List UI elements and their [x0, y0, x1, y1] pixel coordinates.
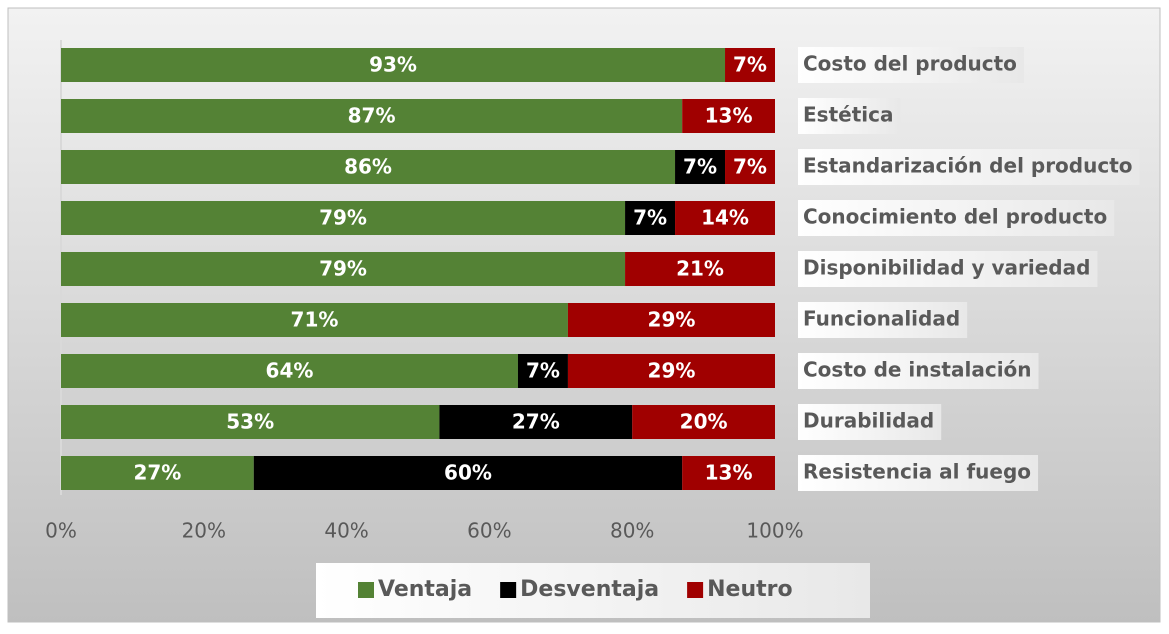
x-tick-label: 20%	[182, 519, 226, 543]
bar-segment	[517, 354, 568, 388]
bar-segment	[253, 456, 683, 490]
bar-segment	[61, 150, 676, 184]
legend-label: Neutro	[707, 577, 792, 602]
bar-segment	[61, 303, 568, 337]
bar-segment	[682, 456, 775, 490]
bar-segment	[61, 354, 518, 388]
category-label: Disponibilidad y variedad	[803, 256, 1090, 280]
bar-segment	[61, 405, 440, 439]
legend-swatch	[687, 582, 704, 598]
category-label: Costo del producto	[803, 52, 1017, 76]
category-label-bg	[798, 251, 1098, 287]
data-label: 21%	[676, 257, 724, 281]
bar-segment	[61, 201, 626, 235]
x-tick-label: 40%	[324, 519, 368, 543]
legend-swatch	[500, 582, 517, 598]
data-label: 53%	[226, 410, 274, 434]
bar-segment	[625, 252, 775, 286]
category-label: Estandarización del producto	[803, 154, 1133, 178]
category-label: Conocimiento del producto	[803, 205, 1107, 229]
data-label: 7%	[633, 206, 667, 230]
data-label: 13%	[705, 461, 753, 485]
bar-segment	[725, 48, 775, 82]
category-label-bg	[798, 455, 1039, 491]
x-tick-label: 60%	[467, 519, 511, 543]
data-label: 14%	[701, 206, 749, 230]
bar-segment	[632, 405, 775, 439]
x-tick-label: 80%	[610, 519, 654, 543]
bar-segment	[567, 354, 775, 388]
category-label-bg	[798, 149, 1140, 185]
bar-segment	[61, 456, 254, 490]
category-label: Estética	[803, 103, 893, 127]
data-label: 29%	[648, 359, 696, 383]
data-label: 20%	[680, 410, 728, 434]
bar-segment	[567, 303, 775, 337]
category-label-bg	[798, 302, 968, 338]
category-label-bg	[798, 47, 1024, 83]
bar-segment	[675, 150, 726, 184]
data-label: 27%	[133, 461, 181, 485]
data-label: 7%	[733, 53, 767, 77]
x-tick-label: 100%	[746, 519, 803, 543]
bar-segment	[675, 201, 775, 235]
data-label: 27%	[512, 410, 560, 434]
data-label: 7%	[683, 155, 717, 179]
bar-segment	[61, 99, 683, 133]
bar-segment	[725, 150, 775, 184]
data-label: 13%	[705, 104, 753, 128]
category-label-bg	[798, 404, 942, 440]
category-label: Durabilidad	[803, 409, 934, 433]
x-tick-label: 0%	[45, 519, 77, 543]
bar-segment	[61, 252, 626, 286]
legend-swatch	[358, 582, 374, 598]
category-label: Costo de instalación	[803, 358, 1032, 382]
legend-label: Desventaja	[520, 577, 659, 602]
data-label: 93%	[369, 53, 417, 77]
legend-label: Ventaja	[378, 577, 472, 602]
data-label: 60%	[444, 461, 492, 485]
data-label: 7%	[526, 359, 560, 383]
category-label: Resistencia al fuego	[803, 460, 1031, 484]
category-label-bg	[798, 98, 901, 134]
bar-segment	[625, 201, 676, 235]
data-label: 71%	[291, 308, 339, 332]
category-label-bg	[798, 200, 1115, 236]
bar-segment	[439, 405, 633, 439]
data-label: 79%	[319, 257, 367, 281]
data-label: 87%	[348, 104, 396, 128]
category-label-bg	[798, 353, 1039, 389]
category-label: Funcionalidad	[803, 307, 960, 331]
bar-segment	[682, 99, 775, 133]
data-label: 7%	[733, 155, 767, 179]
data-label: 29%	[648, 308, 696, 332]
data-label: 79%	[319, 206, 367, 230]
data-label: 86%	[344, 155, 392, 179]
legend-box	[316, 563, 870, 618]
data-label: 64%	[266, 359, 314, 383]
bar-segment	[61, 48, 726, 82]
